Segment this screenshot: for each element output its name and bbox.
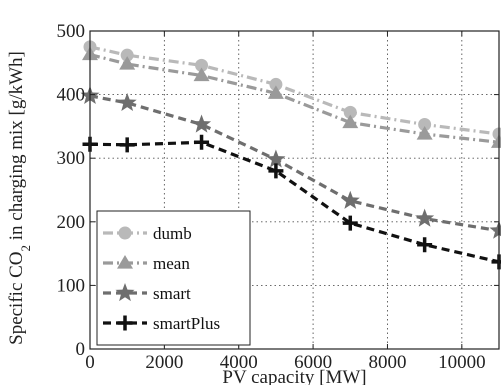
y-axis-label-part-1: Specific CO	[6, 251, 27, 344]
legend-item-dumb: dumb	[103, 224, 192, 243]
legend-marker-dumb	[118, 226, 132, 240]
point-smartPlus-4	[342, 215, 358, 231]
legend-label-smartPlus: smartPlus	[153, 314, 220, 333]
tick-layer: 0 2000 4000 6000 8000 10000 0 100 200 300 400 500	[57, 21, 499, 373]
y-tick-label-3: 300	[57, 148, 86, 169]
point-smart-2	[192, 114, 212, 133]
legend-label-smart: smart	[153, 284, 191, 303]
point-dumb-2	[195, 58, 209, 72]
series-line-dumb	[89, 45, 500, 136]
point-smartPlus-1	[119, 137, 135, 153]
point-dumb-1	[120, 48, 134, 62]
point-smartPlus-2	[194, 134, 210, 150]
point-dumb-4	[343, 105, 357, 119]
series-mean	[82, 46, 501, 148]
legend-item-mean: mean	[103, 254, 190, 273]
point-smartPlus-5	[417, 237, 433, 253]
y-axis-label-part-2: in charging mix [g/kWh]	[6, 51, 27, 245]
point-smart-6	[489, 220, 501, 239]
legend-marker-mean	[117, 255, 133, 269]
legend-item-smart: smart	[103, 283, 191, 303]
series-dumb	[83, 40, 501, 141]
legend-marker-smartPlus	[117, 315, 133, 331]
y-tick-label-2: 200	[57, 212, 86, 233]
point-mean-2	[193, 67, 210, 82]
point-smart-4	[340, 190, 360, 209]
y-axis-label-subscript: 2	[18, 245, 33, 252]
series-line-mean	[89, 52, 500, 144]
point-smartPlus-3	[268, 163, 284, 179]
series-line-smart	[89, 94, 500, 233]
x-tick-label-5: 10000	[438, 352, 486, 373]
y-tick-label-5: 500	[57, 21, 86, 42]
legend: dumb mean smart smartPlus	[96, 210, 251, 346]
point-mean-1	[119, 56, 136, 70]
legend-item-smartPlus: smartPlus	[103, 314, 220, 333]
x-tick-label-4: 8000	[368, 352, 406, 373]
legend-label-dumb: dumb	[153, 224, 192, 243]
point-dumb-3	[269, 77, 283, 91]
point-dumb-5	[418, 117, 432, 131]
point-mean-5	[416, 126, 433, 140]
plot-frame	[89, 30, 500, 350]
legend-label-mean: mean	[153, 254, 190, 273]
y-tick-label-1: 100	[57, 275, 86, 296]
y-tick-label-0: 0	[76, 339, 86, 360]
y-axis-label: Specific CO2 in charging mix [g/kWh]	[6, 51, 33, 345]
point-smart-1	[117, 92, 137, 111]
point-mean-4	[342, 114, 359, 129]
point-mean-3	[267, 85, 284, 99]
point-smart-5	[415, 208, 435, 227]
x-tick-label-0: 0	[85, 352, 95, 373]
x-tick-label-1: 2000	[145, 352, 183, 373]
y-tick-label-4: 400	[57, 85, 86, 106]
legend-marker-smart	[115, 283, 135, 302]
point-smart-3	[266, 149, 286, 168]
x-axis-label: PV capacity [MW]	[222, 367, 366, 385]
x-tick-label-2: 4000	[220, 352, 258, 373]
x-tick-label-3: 6000	[294, 352, 332, 373]
